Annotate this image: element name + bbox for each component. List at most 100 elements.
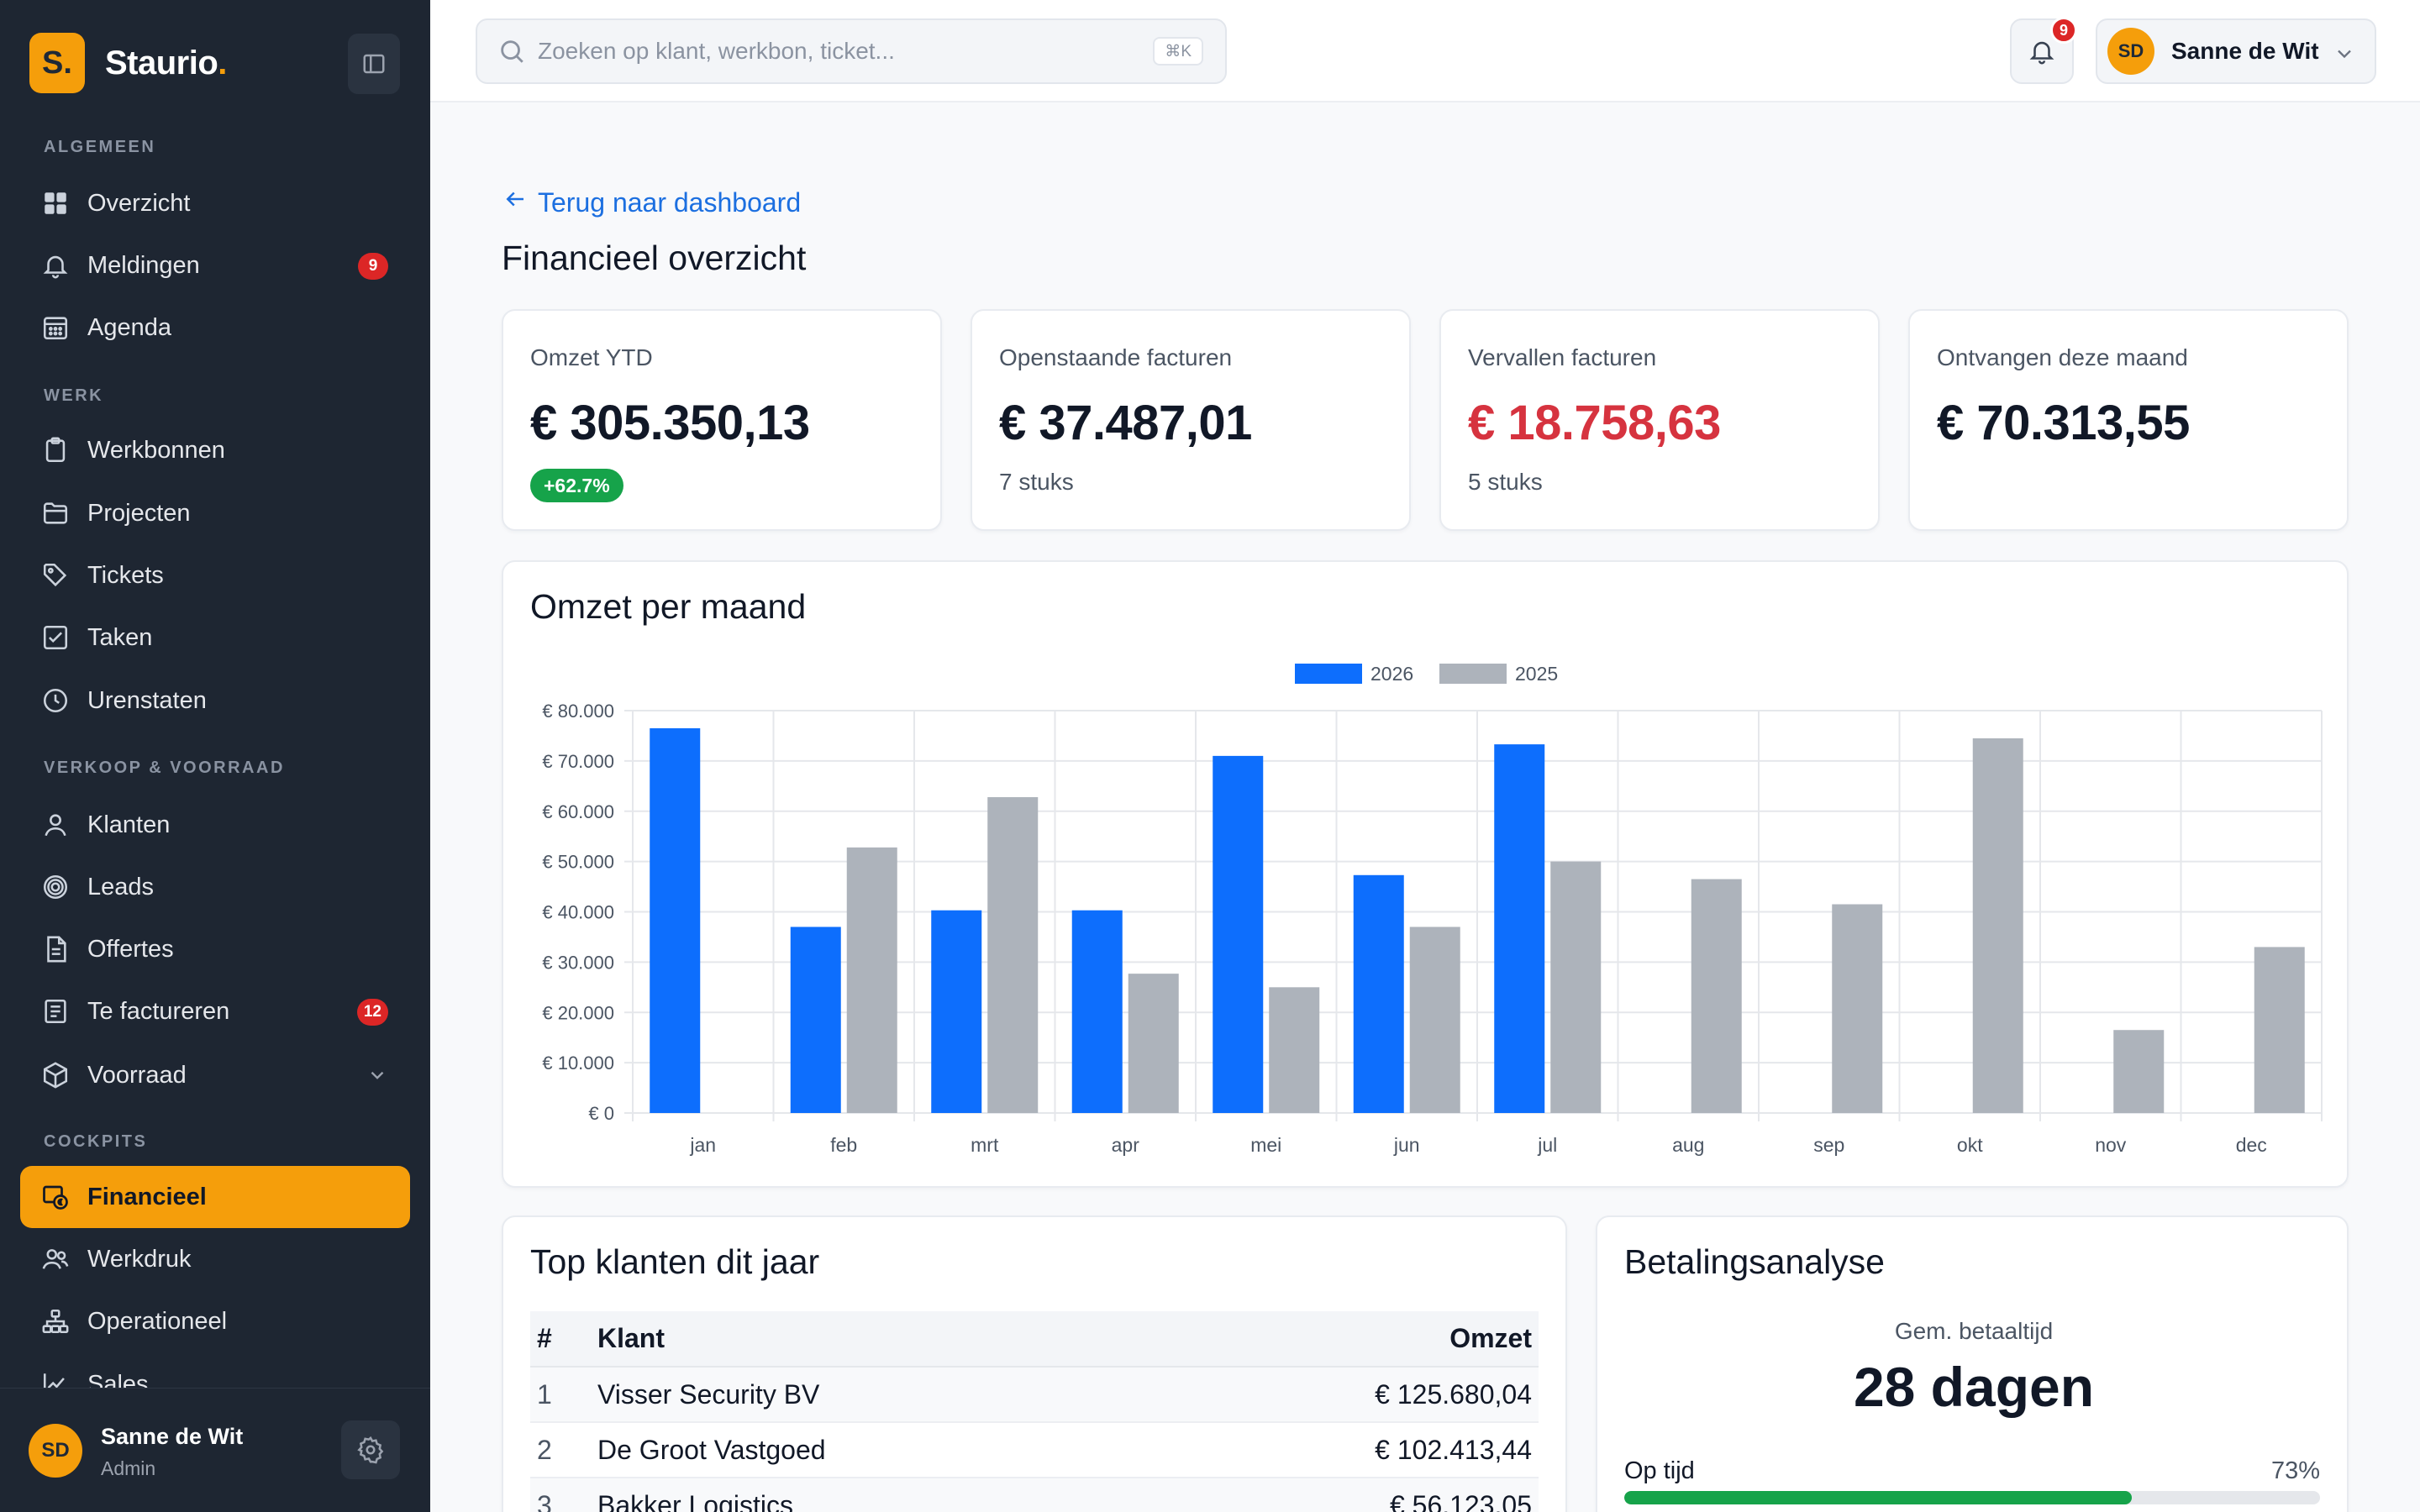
- brand-name-text: Staurio: [105, 44, 218, 81]
- bar-2025-mrt: [987, 796, 1039, 1113]
- chevron-down-icon[interactable]: [366, 1064, 388, 1093]
- sidebar-item-label: Werkdruk: [87, 1245, 192, 1273]
- bell-icon: [39, 249, 72, 282]
- grid-icon: [39, 186, 72, 220]
- kpi-label: Vervallen facturen: [1468, 344, 1657, 370]
- table-row[interactable]: 1 Visser Security BV € 125.680,04: [530, 1367, 1539, 1423]
- on-time-progress-bar: [1624, 1491, 2320, 1504]
- top-clients-table: # Klant Omzet 1 Visser Security BV € 125…: [530, 1311, 1539, 1512]
- revenue-cell: € 56.123,05: [1145, 1478, 1539, 1512]
- sidebar-item-overzicht[interactable]: Overzicht: [20, 172, 410, 234]
- sidebar-item-financieel[interactable]: Financieel: [20, 1166, 410, 1228]
- x-tick-label: apr: [1112, 1134, 1140, 1156]
- sidebar-item-werkbonnen[interactable]: Werkbonnen: [20, 419, 410, 481]
- section-label-werk: WERK: [44, 386, 104, 405]
- growth-badge: +62.7%: [530, 469, 623, 502]
- sidebar-item-meldingen[interactable]: Meldingen 9: [20, 234, 410, 297]
- sidebar-item-label: Meldingen: [87, 251, 200, 279]
- sidebar-item-operationeel[interactable]: Operationeel: [20, 1290, 410, 1352]
- notification-badge: 9: [358, 253, 388, 280]
- column-header-rank[interactable]: #: [530, 1311, 597, 1368]
- user-role: Admin: [101, 1457, 156, 1479]
- sidebar-item-leads[interactable]: Leads: [20, 856, 410, 918]
- kpi-value: € 305.350,13: [530, 396, 810, 450]
- search-box[interactable]: ⌘K: [476, 18, 1227, 84]
- tag-icon: [39, 559, 72, 592]
- avg-payment-label: Gem. betaaltijd: [1894, 1318, 2054, 1344]
- collapse-sidebar-button[interactable]: [348, 34, 400, 94]
- kpi-card-ontvangen-deze-maand: Ontvangen deze maand € 70.313,55: [1908, 309, 2349, 531]
- sidebar-item-agenda[interactable]: Agenda: [20, 297, 410, 359]
- x-tick-label: jul: [1537, 1134, 1557, 1156]
- sidebar-item-label: Tickets: [87, 561, 164, 589]
- bar-2025-jun: [1409, 927, 1460, 1113]
- folder-icon: [39, 496, 72, 530]
- sidebar-item-label: Financieel: [87, 1183, 207, 1210]
- table-row[interactable]: 3 Bakker Logistics € 56.123,05: [530, 1478, 1539, 1512]
- x-tick-label: nov: [2095, 1134, 2127, 1156]
- kpi-sub: 7 stuks: [999, 469, 1074, 495]
- brand[interactable]: S. Staurio.: [29, 33, 227, 93]
- sidebar-item-werkdruk[interactable]: Werkdruk: [20, 1228, 410, 1290]
- brand-name: Staurio.: [105, 45, 227, 82]
- bar-2026-mrt: [931, 910, 982, 1113]
- rank-cell: 3: [530, 1478, 597, 1512]
- sidebar-item-label: Operationeel: [87, 1307, 228, 1335]
- on-time-percentage: 73%: [2270, 1457, 2320, 1484]
- kpi-label: Openstaande facturen: [999, 344, 1233, 370]
- sidebar-item-voorraad[interactable]: Voorraad: [20, 1044, 410, 1106]
- brand-dot: .: [218, 44, 227, 81]
- settings-button[interactable]: [341, 1420, 400, 1479]
- payment-analysis-title: Betalingsanalyse: [1624, 1242, 1885, 1281]
- back-to-dashboard-link[interactable]: Terug naar dashboard: [502, 186, 801, 218]
- topbar: ⌘K 9 SD Sanne de Wit: [430, 0, 2420, 102]
- sidebar-item-taken[interactable]: Taken: [20, 606, 410, 669]
- table-row[interactable]: 2 De Groot Vastgoed € 102.413,44: [530, 1422, 1539, 1478]
- chart-title: Omzet per maand: [530, 587, 807, 626]
- avatar: SD: [2107, 28, 2154, 75]
- kpi-value: € 18.758,63: [1468, 396, 1721, 450]
- column-header-client[interactable]: Klant: [597, 1311, 1146, 1368]
- user-name: Sanne de Wit: [2171, 38, 2319, 64]
- sidebar-item-label: Voorraad: [87, 1061, 187, 1089]
- search-input[interactable]: [538, 38, 1109, 65]
- y-tick-label: € 20.000: [542, 1002, 614, 1023]
- brand-logo: S.: [29, 33, 85, 93]
- bar-2025-dec: [2254, 947, 2305, 1113]
- revenue-bar-chart: € 0 € 10.000 € 20.000 € 30.000 € 40.000 € 50.…: [542, 663, 2323, 1156]
- user-menu-button[interactable]: SD Sanne de Wit: [2096, 18, 2376, 84]
- rank-cell: 1: [530, 1367, 597, 1423]
- sidebar-item-projecten[interactable]: Projecten: [20, 482, 410, 544]
- bar-2026-jan: [650, 727, 701, 1113]
- avatar[interactable]: SD: [29, 1424, 82, 1478]
- user-icon: [39, 808, 72, 842]
- invoice-icon: [39, 995, 72, 1028]
- revenue-chart-card: Omzet per maand € 0 € 10.000 € 20.000 € 30.…: [502, 560, 2349, 1188]
- kpi-label: Omzet YTD: [530, 344, 653, 370]
- sidebar-item-urenstaten[interactable]: Urenstaten: [20, 669, 410, 732]
- on-time-progress-fill: [1624, 1491, 2133, 1504]
- sidebar-item-label: Leads: [87, 873, 155, 900]
- bar-2026-apr: [1071, 910, 1123, 1113]
- on-time-label: Op tijd: [1624, 1457, 1695, 1484]
- target-icon: [39, 870, 72, 904]
- sidebar-item-offertes[interactable]: Offertes: [20, 918, 410, 980]
- bar-2025-okt: [1972, 738, 2023, 1113]
- kpi-value: € 37.487,01: [999, 396, 1252, 450]
- bar-2025-feb: [846, 847, 897, 1113]
- x-tick-label: jan: [689, 1134, 716, 1156]
- y-tick-label: € 30.000: [542, 952, 614, 973]
- revenue-cell: € 125.680,04: [1145, 1367, 1539, 1423]
- notifications-button[interactable]: 9: [2010, 17, 2077, 84]
- table-header-row: # Klant Omzet: [530, 1311, 1539, 1368]
- bar-2025-sep: [1832, 904, 1883, 1113]
- column-header-revenue[interactable]: Omzet: [1145, 1311, 1539, 1368]
- search-shortcut: ⌘K: [1153, 37, 1203, 66]
- section-label-cockpits: COCKPITS: [44, 1132, 148, 1151]
- bar-2025-mei: [1269, 987, 1320, 1113]
- bar-2026-jun: [1353, 874, 1404, 1113]
- search-icon: [501, 40, 523, 63]
- sidebar-item-klanten[interactable]: Klanten: [20, 794, 410, 856]
- sidebar-item-tickets[interactable]: Tickets: [20, 544, 410, 606]
- sidebar-item-te-factureren[interactable]: Te factureren 12: [20, 980, 410, 1042]
